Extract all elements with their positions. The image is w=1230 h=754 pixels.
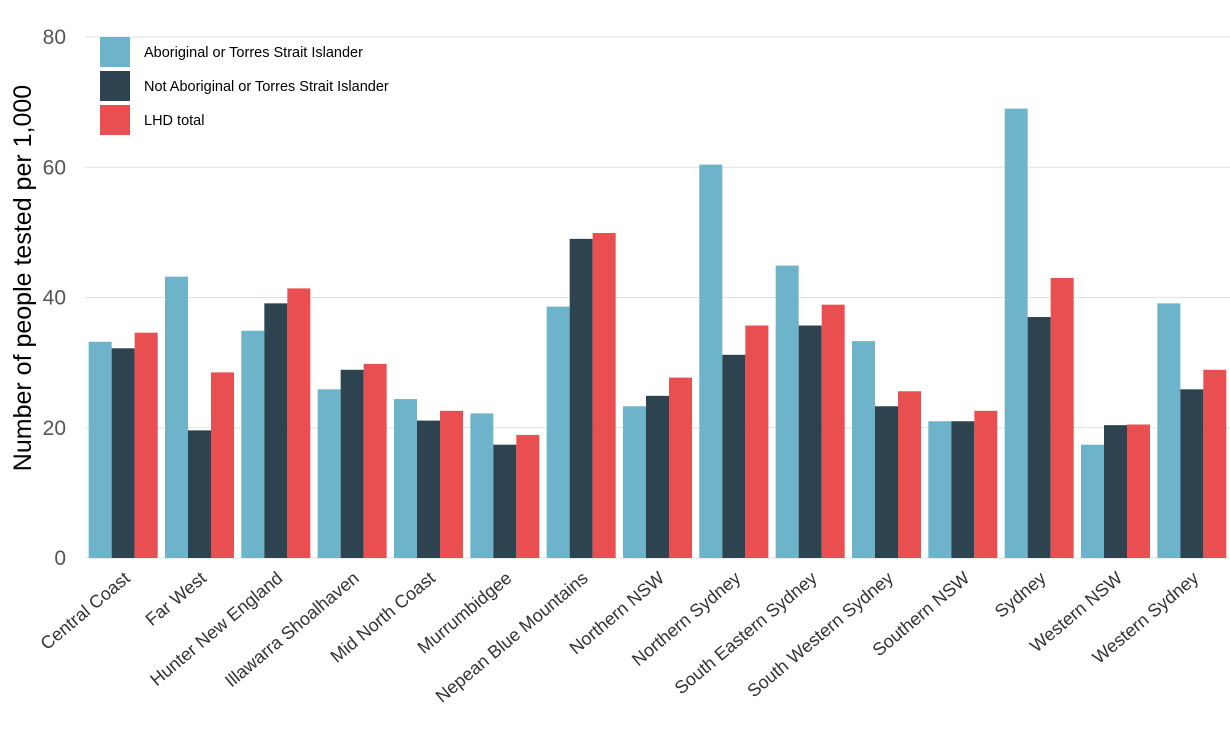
bar xyxy=(516,434,540,558)
x-tick-label: South Western Sydney xyxy=(743,568,897,701)
x-tick-label: Nepean Blue Mountains xyxy=(432,568,592,707)
y-tick-label: 20 xyxy=(43,417,66,440)
bar xyxy=(928,421,952,558)
bar xyxy=(394,399,417,558)
bar xyxy=(852,341,875,558)
y-tick-label: 0 xyxy=(54,547,66,570)
legend-swatch xyxy=(100,105,130,135)
x-tick-label: South Eastern Sydney xyxy=(671,568,821,698)
legend: Aboriginal or Torres Strait Islander Not … xyxy=(100,37,389,135)
bar xyxy=(745,325,769,558)
bar xyxy=(188,430,211,558)
bar xyxy=(569,238,593,558)
bar xyxy=(363,363,387,558)
y-tick-label: 60 xyxy=(43,156,66,179)
bar xyxy=(165,276,188,558)
y-tick-label: 40 xyxy=(43,287,66,310)
bar xyxy=(264,303,288,558)
bar xyxy=(1157,303,1181,558)
y-axis-ticks: 0 20 40 60 80 xyxy=(43,26,66,570)
bar xyxy=(1127,424,1150,558)
bar xyxy=(111,348,135,558)
bar xyxy=(898,391,921,558)
bar xyxy=(951,421,975,558)
x-tick-label: Hunter New England xyxy=(146,568,286,690)
x-tick-label: Sydney xyxy=(991,568,1050,622)
y-tick-label: 80 xyxy=(43,26,66,49)
legend-label: Not Aboriginal or Torres Strait Islander xyxy=(144,79,389,95)
x-tick-label: Far West xyxy=(142,568,211,630)
bar xyxy=(1203,369,1227,558)
bar xyxy=(134,332,158,558)
bar xyxy=(1004,108,1028,558)
bar xyxy=(211,372,234,558)
bar xyxy=(623,406,646,558)
bar xyxy=(340,369,364,558)
bar xyxy=(470,413,494,558)
y-axis-label: Number of people tested per 1,000 xyxy=(9,85,37,471)
legend-label: LHD total xyxy=(144,113,204,129)
legend-label: Aboriginal or Torres Strait Islander xyxy=(144,45,363,61)
bars xyxy=(88,108,1227,558)
x-tick-label: Central Coast xyxy=(37,568,134,654)
bar xyxy=(88,341,112,558)
bar xyxy=(646,395,669,558)
bar xyxy=(493,444,517,558)
legend-swatch xyxy=(100,71,130,101)
bar xyxy=(1104,425,1127,558)
x-tick-label: Illawarra Shoalhaven xyxy=(221,568,363,691)
bar xyxy=(440,410,463,558)
bar xyxy=(317,389,341,558)
bar xyxy=(287,288,311,558)
bar xyxy=(699,164,723,558)
legend-swatch xyxy=(100,37,130,67)
bar xyxy=(1180,389,1204,558)
bar xyxy=(798,325,822,558)
bar xyxy=(1050,277,1074,558)
bar xyxy=(592,233,616,558)
bar xyxy=(722,354,746,558)
bar xyxy=(669,377,692,558)
bar xyxy=(417,420,440,558)
bar xyxy=(875,406,898,558)
bar xyxy=(821,304,845,558)
bar xyxy=(1081,444,1104,558)
bar xyxy=(546,306,570,558)
bar xyxy=(241,330,265,558)
bar xyxy=(775,265,799,558)
bar xyxy=(1027,317,1051,558)
bar xyxy=(974,410,998,558)
